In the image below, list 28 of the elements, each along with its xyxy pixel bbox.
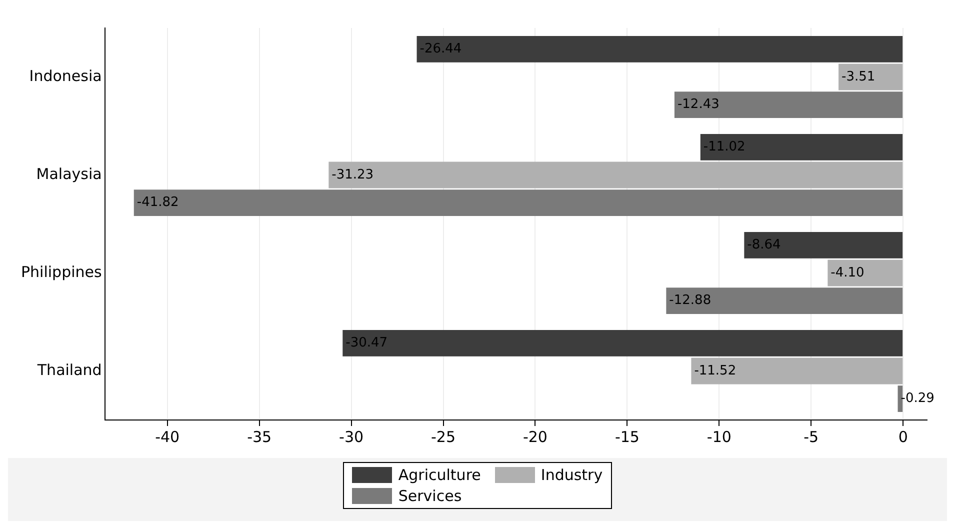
data-label: -12.88 xyxy=(669,293,712,308)
data-label: -3.51 xyxy=(842,69,876,84)
x-tick-label: -10 xyxy=(706,428,732,446)
x-tick-label: -40 xyxy=(155,428,180,446)
x-tick-label: -20 xyxy=(522,428,548,446)
data-label: -30.47 xyxy=(346,336,388,351)
data-label: -31.23 xyxy=(332,167,374,182)
y-tick-label: Thailand xyxy=(36,360,102,379)
y-tick-label: Philippines xyxy=(20,262,102,281)
legend-label: Services xyxy=(398,487,462,505)
y-tick-label: Malaysia xyxy=(36,164,102,183)
x-tick-label: -15 xyxy=(614,428,640,446)
x-tick-label: -35 xyxy=(247,428,272,446)
x-tick-label: -30 xyxy=(339,428,364,446)
data-label: -8.64 xyxy=(747,238,781,253)
data-label: -41.82 xyxy=(136,195,179,210)
y-tick-label: Indonesia xyxy=(29,66,102,85)
data-label: -11.52 xyxy=(694,363,736,378)
legend-label: Industry xyxy=(540,466,603,484)
data-label: -4.10 xyxy=(830,265,864,280)
legend-label: Agriculture xyxy=(398,466,481,484)
x-tick-label: -5 xyxy=(804,428,819,446)
x-tick-label: 0 xyxy=(898,428,908,446)
x-tick-label: -25 xyxy=(431,428,456,446)
data-label: -0.29 xyxy=(900,391,934,406)
data-label: -12.43 xyxy=(677,97,720,112)
data-label: -26.44 xyxy=(420,42,462,57)
data-label: -11.02 xyxy=(703,140,746,155)
